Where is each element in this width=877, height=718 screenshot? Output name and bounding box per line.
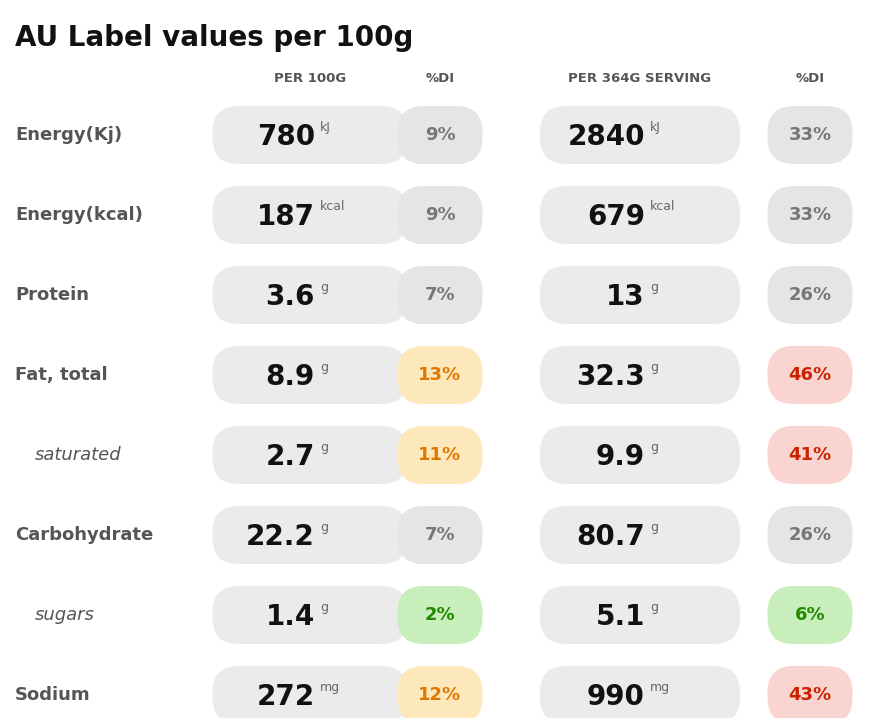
Text: PER 100G: PER 100G xyxy=(274,72,346,85)
Text: 12%: 12% xyxy=(418,686,461,704)
Text: g: g xyxy=(319,281,328,294)
FancyBboxPatch shape xyxy=(397,186,482,244)
FancyBboxPatch shape xyxy=(539,346,739,404)
Text: 8.9: 8.9 xyxy=(266,363,315,391)
Text: 780: 780 xyxy=(257,123,315,151)
Text: 2.7: 2.7 xyxy=(266,443,315,471)
Text: 7%: 7% xyxy=(424,286,455,304)
Text: 3.6: 3.6 xyxy=(266,283,315,311)
FancyBboxPatch shape xyxy=(766,666,852,718)
FancyBboxPatch shape xyxy=(397,106,482,164)
Text: %DI: %DI xyxy=(425,72,454,85)
FancyBboxPatch shape xyxy=(766,506,852,564)
FancyBboxPatch shape xyxy=(212,586,407,644)
FancyBboxPatch shape xyxy=(766,346,852,404)
Text: 9.9: 9.9 xyxy=(595,443,645,471)
Text: PER 364G SERVING: PER 364G SERVING xyxy=(567,72,710,85)
Text: 1.4: 1.4 xyxy=(266,603,315,631)
Text: 13%: 13% xyxy=(418,366,461,384)
Text: 46%: 46% xyxy=(788,366,831,384)
FancyBboxPatch shape xyxy=(212,426,407,484)
FancyBboxPatch shape xyxy=(766,266,852,324)
FancyBboxPatch shape xyxy=(539,506,739,564)
FancyBboxPatch shape xyxy=(766,186,852,244)
Text: 9%: 9% xyxy=(424,206,455,224)
Text: 2840: 2840 xyxy=(567,123,645,151)
FancyBboxPatch shape xyxy=(397,666,482,718)
FancyBboxPatch shape xyxy=(397,586,482,644)
Text: 11%: 11% xyxy=(418,446,461,464)
Text: 2%: 2% xyxy=(424,606,455,624)
Text: 26%: 26% xyxy=(788,286,831,304)
FancyBboxPatch shape xyxy=(212,346,407,404)
Text: saturated: saturated xyxy=(35,446,122,464)
Text: 33%: 33% xyxy=(788,126,831,144)
Text: kcal: kcal xyxy=(649,200,674,213)
Text: kJ: kJ xyxy=(649,121,660,134)
Text: mg: mg xyxy=(319,681,339,694)
FancyBboxPatch shape xyxy=(212,266,407,324)
Text: 32.3: 32.3 xyxy=(575,363,645,391)
FancyBboxPatch shape xyxy=(212,186,407,244)
FancyBboxPatch shape xyxy=(539,266,739,324)
FancyBboxPatch shape xyxy=(539,426,739,484)
Text: Energy(kcal): Energy(kcal) xyxy=(15,206,143,224)
FancyBboxPatch shape xyxy=(766,586,852,644)
FancyBboxPatch shape xyxy=(539,666,739,718)
Text: g: g xyxy=(649,281,657,294)
Text: Energy(Kj): Energy(Kj) xyxy=(15,126,122,144)
Text: 990: 990 xyxy=(587,683,645,711)
Text: g: g xyxy=(319,441,328,454)
Text: 9%: 9% xyxy=(424,126,455,144)
FancyBboxPatch shape xyxy=(397,346,482,404)
FancyBboxPatch shape xyxy=(212,106,407,164)
Text: 5.1: 5.1 xyxy=(595,603,645,631)
Text: Carbohydrate: Carbohydrate xyxy=(15,526,153,544)
Text: 13: 13 xyxy=(606,283,645,311)
Text: 80.7: 80.7 xyxy=(575,523,645,551)
FancyBboxPatch shape xyxy=(397,426,482,484)
FancyBboxPatch shape xyxy=(212,506,407,564)
Text: 272: 272 xyxy=(257,683,315,711)
Text: 43%: 43% xyxy=(788,686,831,704)
Text: Fat, total: Fat, total xyxy=(15,366,108,384)
FancyBboxPatch shape xyxy=(539,106,739,164)
Text: g: g xyxy=(649,600,657,613)
Text: 187: 187 xyxy=(257,203,315,231)
Text: g: g xyxy=(649,521,657,533)
Text: %DI: %DI xyxy=(795,72,824,85)
Text: AU Label values per 100g: AU Label values per 100g xyxy=(15,24,413,52)
FancyBboxPatch shape xyxy=(539,186,739,244)
FancyBboxPatch shape xyxy=(766,106,852,164)
Text: 6%: 6% xyxy=(794,606,824,624)
Text: kJ: kJ xyxy=(319,121,331,134)
FancyBboxPatch shape xyxy=(766,426,852,484)
Text: Sodium: Sodium xyxy=(15,686,90,704)
Text: g: g xyxy=(649,360,657,373)
Text: 22.2: 22.2 xyxy=(246,523,315,551)
Text: 41%: 41% xyxy=(788,446,831,464)
Text: 26%: 26% xyxy=(788,526,831,544)
Text: 7%: 7% xyxy=(424,526,455,544)
FancyBboxPatch shape xyxy=(539,586,739,644)
Text: 679: 679 xyxy=(587,203,645,231)
Text: g: g xyxy=(319,360,328,373)
Text: g: g xyxy=(649,441,657,454)
Text: g: g xyxy=(319,600,328,613)
FancyBboxPatch shape xyxy=(397,266,482,324)
Text: kcal: kcal xyxy=(319,200,346,213)
Text: sugars: sugars xyxy=(35,606,95,624)
FancyBboxPatch shape xyxy=(397,506,482,564)
Text: g: g xyxy=(319,521,328,533)
Text: 33%: 33% xyxy=(788,206,831,224)
Text: mg: mg xyxy=(649,681,669,694)
FancyBboxPatch shape xyxy=(212,666,407,718)
Text: Protein: Protein xyxy=(15,286,89,304)
